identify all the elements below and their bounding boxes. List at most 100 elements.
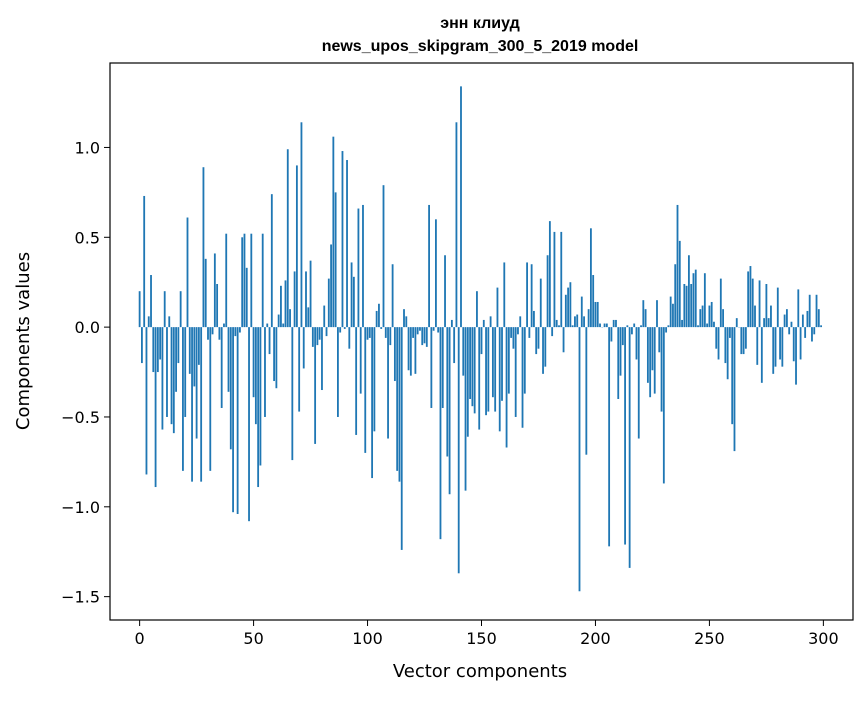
bar (376, 311, 378, 327)
bar (622, 327, 624, 345)
bar (442, 327, 444, 408)
bar (647, 327, 649, 383)
bar (517, 327, 519, 334)
bar (747, 271, 749, 327)
bar (750, 266, 752, 327)
bar (531, 264, 533, 327)
bar (456, 122, 458, 327)
bar (768, 318, 770, 327)
x-tick-label: 0 (135, 629, 145, 648)
bar (148, 316, 150, 327)
bar (424, 327, 426, 343)
bar (690, 284, 692, 327)
y-tick-label: −1.0 (61, 498, 100, 517)
bar (544, 327, 546, 367)
bar (367, 327, 369, 340)
bar (444, 255, 446, 327)
bar (269, 327, 271, 354)
bar (471, 327, 473, 406)
bar (175, 327, 177, 392)
bar (533, 311, 535, 327)
bar (205, 259, 207, 327)
bar (699, 309, 701, 327)
bar (702, 306, 704, 328)
bar (706, 324, 708, 328)
x-tick-label: 250 (694, 629, 725, 648)
bar (449, 327, 451, 494)
bar (346, 160, 348, 327)
bar (417, 327, 419, 334)
bar (198, 327, 200, 365)
bar (264, 327, 266, 417)
bar (569, 282, 571, 327)
bar (649, 327, 651, 397)
bar (590, 228, 592, 327)
bar (572, 325, 574, 327)
bar (168, 316, 170, 327)
bar (661, 327, 663, 411)
bar (613, 320, 615, 327)
bar (230, 327, 232, 449)
bar (458, 327, 460, 573)
bar (303, 327, 305, 368)
bar (638, 327, 640, 438)
bar (615, 320, 617, 327)
bar (784, 315, 786, 328)
bar (282, 324, 284, 328)
bar (335, 192, 337, 327)
bar (203, 167, 205, 327)
bar (528, 327, 530, 338)
bar (499, 327, 501, 431)
bar (820, 325, 822, 327)
bar (162, 327, 164, 429)
bar (542, 327, 544, 374)
bar (337, 327, 339, 417)
x-tick-label: 150 (466, 629, 497, 648)
bar (266, 324, 268, 328)
bar (157, 327, 159, 372)
bar (392, 264, 394, 327)
bar (818, 309, 820, 327)
bar (273, 327, 275, 381)
bar (189, 327, 191, 374)
bar (218, 327, 220, 340)
bar (781, 327, 783, 367)
bar (788, 327, 790, 334)
bar (351, 262, 353, 327)
bar (813, 327, 815, 334)
bar (223, 324, 225, 328)
x-tick-label: 200 (580, 629, 611, 648)
bar (670, 297, 672, 328)
x-tick-label: 50 (243, 629, 263, 648)
bar-series (139, 86, 822, 591)
bar (228, 327, 230, 392)
bar (319, 327, 321, 340)
bar (777, 288, 779, 328)
y-tick-label: −1.5 (61, 588, 100, 607)
bar (353, 277, 355, 327)
y-tick-label: −0.5 (61, 408, 100, 427)
bar (316, 327, 318, 345)
bar (275, 327, 277, 388)
bar (519, 316, 521, 327)
bar (478, 327, 480, 429)
bar (540, 279, 542, 328)
bar (807, 311, 809, 327)
bar (816, 295, 818, 327)
bar (772, 327, 774, 374)
bar (604, 324, 606, 328)
bar (503, 262, 505, 327)
bar (285, 280, 287, 327)
bar (332, 137, 334, 327)
bar (727, 327, 729, 379)
bar (809, 295, 811, 327)
bar (305, 271, 307, 327)
bar (387, 327, 389, 438)
bar (506, 327, 508, 447)
bar (800, 327, 802, 359)
bar (474, 327, 476, 413)
bar (328, 279, 330, 328)
bar (535, 327, 537, 354)
bar (207, 327, 209, 340)
bar (599, 324, 601, 328)
